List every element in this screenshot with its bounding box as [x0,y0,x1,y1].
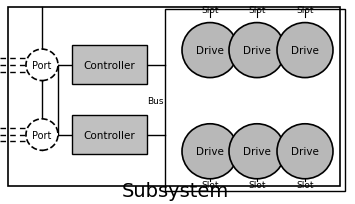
Text: Port: Port [32,61,52,70]
Ellipse shape [229,124,285,179]
Text: Controller: Controller [84,130,135,140]
Text: Slot: Slot [296,6,314,15]
Text: Drive: Drive [243,146,271,156]
Text: Slot: Slot [201,180,219,189]
Text: Slot: Slot [201,6,219,15]
Bar [8,8,340,186]
Text: Bus: Bus [147,96,164,105]
Text: Drive: Drive [291,46,319,56]
Text: Drive: Drive [196,146,224,156]
Bar [72,46,147,85]
Text: Port: Port [32,130,52,140]
Ellipse shape [182,124,238,179]
Text: Slot: Slot [296,180,314,189]
Ellipse shape [229,23,285,78]
Ellipse shape [182,23,238,78]
Bar [165,10,345,191]
Text: Subsystem: Subsystem [121,181,229,200]
Text: Slot: Slot [248,6,266,15]
Ellipse shape [26,50,58,81]
Text: Drive: Drive [196,46,224,56]
Text: Drive: Drive [243,46,271,56]
Ellipse shape [277,124,333,179]
Bar [72,115,147,154]
Text: Slot: Slot [248,180,266,189]
Ellipse shape [26,119,58,151]
Text: Drive: Drive [291,146,319,156]
Text: Controller: Controller [84,61,135,70]
Ellipse shape [277,23,333,78]
